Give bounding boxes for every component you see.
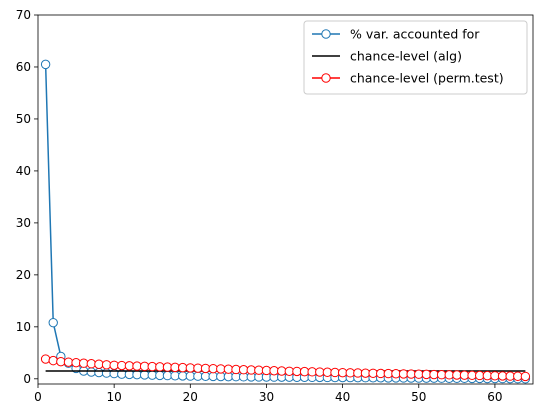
x-tick-label: 40 — [335, 390, 350, 404]
y-tick-label: 40 — [16, 164, 31, 178]
data-point — [101, 360, 112, 370]
legend-label: chance-level (perm.test) — [350, 71, 504, 86]
y-tick-label: 60 — [16, 60, 31, 74]
x-tick-label: 50 — [411, 390, 426, 404]
data-point — [48, 317, 58, 328]
y-tick-label: 70 — [16, 8, 31, 22]
series-2 — [40, 354, 531, 382]
data-point — [94, 367, 104, 378]
y-tick-label: 30 — [16, 216, 31, 230]
legend-swatch-marker — [321, 73, 331, 83]
legend-label: % var. accounted for — [350, 27, 480, 42]
y-tick-label: 0 — [23, 372, 31, 386]
legend-box — [303, 20, 528, 95]
data-point — [48, 355, 58, 366]
x-tick-label: 60 — [487, 390, 502, 404]
legend: % var. accounted for chance-level (alg) ch… — [303, 20, 528, 95]
data-point — [63, 357, 74, 367]
x-tick-label: 10 — [107, 390, 122, 404]
y-tick-label: 50 — [16, 112, 31, 126]
x-tick-label: 20 — [183, 390, 198, 404]
data-point — [40, 59, 51, 70]
data-point — [520, 371, 531, 382]
axis-layer: 0 10 20 30 40 50 60 0 10 20 30 40 50 60 70 — [16, 8, 503, 404]
series-layer — [40, 59, 531, 384]
data-point — [78, 358, 89, 368]
data-point — [86, 359, 97, 369]
x-tick-label: 0 — [34, 390, 42, 404]
legend-entry: chance-level (alg) — [312, 49, 462, 64]
data-point — [94, 359, 104, 369]
data-point — [40, 354, 51, 364]
legend-swatch-marker — [321, 29, 331, 39]
y-tick-label: 10 — [16, 320, 31, 334]
legend-label: chance-level (alg) — [350, 49, 462, 64]
plot-frame — [37, 14, 534, 385]
y-tick-label: 20 — [16, 268, 31, 282]
legend-entry: % var. accounted for — [312, 27, 480, 42]
data-point — [71, 357, 81, 368]
legend-entry: chance-level (perm.test) — [312, 71, 504, 86]
data-point — [101, 368, 112, 378]
data-point — [86, 367, 97, 377]
x-tick-label: 30 — [259, 390, 274, 404]
data-point — [56, 356, 66, 367]
